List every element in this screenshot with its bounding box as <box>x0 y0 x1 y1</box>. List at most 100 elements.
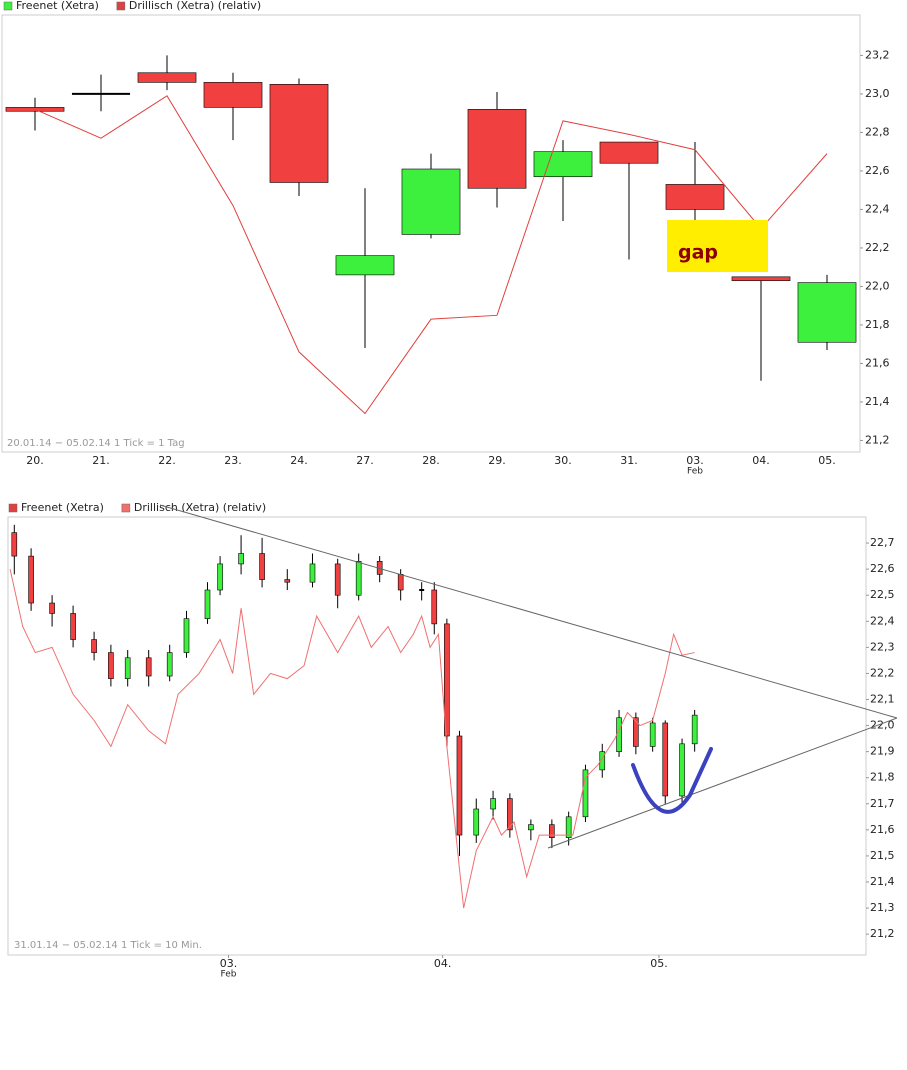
candle-body <box>473 808 480 836</box>
candle-body <box>797 282 857 343</box>
x-tick-label: 04. <box>752 454 770 467</box>
y-tick-label: 22,6 <box>865 164 890 177</box>
x-tick-label: 28. <box>422 454 440 467</box>
candle-body <box>204 589 211 619</box>
candle-body <box>91 639 97 653</box>
legend-swatch <box>8 503 18 513</box>
legend-label: Drillisch (Xetra) (relativ) <box>129 0 261 12</box>
candle-body <box>284 579 291 583</box>
candle-body <box>259 553 265 580</box>
x-tick-label: 20. <box>26 454 44 467</box>
y-tick-label: 23,0 <box>865 87 890 100</box>
candle-body <box>691 714 698 745</box>
candle-body <box>633 717 639 747</box>
candle-body <box>444 623 450 737</box>
candle-body <box>269 84 329 183</box>
candle-body <box>616 717 622 752</box>
x-tick-label: 03. <box>686 454 704 467</box>
y-tick-label: 23,2 <box>865 48 890 61</box>
candle-body <box>599 141 659 164</box>
u-shape-drawing <box>631 747 713 814</box>
x-tick-label: 24. <box>290 454 308 467</box>
y-tick-label: 22,3 <box>870 640 895 653</box>
x-tick-label: 21. <box>92 454 110 467</box>
x-tick-label: 27. <box>356 454 374 467</box>
candle-body <box>334 563 341 596</box>
plot-frame <box>7 516 867 956</box>
trend-line <box>159 504 898 719</box>
candle-body <box>217 563 223 591</box>
y-tick-label: 22,4 <box>865 202 890 215</box>
legend-label: Drillisch (Xetra) (relativ) <box>134 501 266 514</box>
candle-body <box>490 798 496 810</box>
candle-body <box>49 602 55 614</box>
candle-body <box>533 151 593 178</box>
legend-swatch <box>3 1 13 11</box>
y-tick-label: 21,9 <box>870 745 895 758</box>
x-sublabel: Feb <box>221 970 237 980</box>
footer: 31.01.14 − 05.02.14 1 Tick = 10 Min. <box>14 940 202 951</box>
x-tick-label: 22. <box>158 454 176 467</box>
candle-body <box>238 553 244 565</box>
y-tick-label: 21,4 <box>870 875 895 888</box>
candle-body <box>467 109 527 189</box>
legend-label: Freenet (Xetra) <box>16 0 99 12</box>
x-tick-label: 23. <box>224 454 242 467</box>
candle-body <box>28 555 34 604</box>
y-tick-label: 21,3 <box>870 901 895 914</box>
x-tick-label: 30. <box>554 454 572 467</box>
x-sublabel: Feb <box>687 467 703 477</box>
candle-body <box>183 618 190 653</box>
footer: 20.01.14 − 05.02.14 1 Tick = 1 Tag <box>7 438 185 449</box>
candle-body <box>309 563 316 583</box>
y-tick-label: 21,2 <box>865 433 890 446</box>
candle-body <box>335 255 395 276</box>
y-tick-label: 22,7 <box>870 536 895 549</box>
candle-body <box>124 657 131 679</box>
y-tick-label: 21,8 <box>865 318 890 331</box>
y-tick-label: 22,6 <box>870 562 895 575</box>
candle-body <box>11 532 18 557</box>
x-tick-label: 04. <box>434 957 452 970</box>
y-tick-label: 21,6 <box>865 356 890 369</box>
y-tick-label: 21,2 <box>870 927 895 940</box>
candle-body <box>203 82 263 108</box>
x-tick-label: 05. <box>818 454 836 467</box>
legend-swatch <box>116 1 126 11</box>
candle-body <box>166 652 173 677</box>
candle-body <box>108 652 114 679</box>
x-tick-label: 03. <box>220 957 238 970</box>
candle-body <box>662 722 669 797</box>
candle-body <box>549 824 555 838</box>
candle-body <box>355 561 362 596</box>
candle-body <box>582 769 589 818</box>
legend-label: Freenet (Xetra) <box>21 501 104 514</box>
candle-body <box>397 574 404 591</box>
candle-body <box>137 72 197 83</box>
candle-body <box>401 168 461 235</box>
candle-body <box>649 722 656 747</box>
candle-body <box>507 798 513 831</box>
y-tick-label: 22,8 <box>865 125 890 138</box>
x-tick-label: 29. <box>488 454 506 467</box>
candle-body <box>665 184 725 210</box>
candle-body <box>431 589 438 625</box>
candle-body <box>565 816 572 838</box>
y-tick-label: 22,0 <box>865 279 890 292</box>
candle-body <box>456 735 463 836</box>
y-tick-label: 21,5 <box>870 849 895 862</box>
candle-body <box>731 276 791 281</box>
trend-line <box>547 717 898 849</box>
gap-label: gap <box>678 242 718 264</box>
y-tick-label: 22,1 <box>870 693 895 706</box>
candle-body <box>679 743 685 797</box>
candle-body <box>70 613 76 640</box>
gap-highlight <box>667 220 768 272</box>
x-tick-label: 05. <box>650 957 668 970</box>
y-tick-label: 22,5 <box>870 588 895 601</box>
y-tick-label: 21,6 <box>870 823 895 836</box>
y-tick-label: 22,2 <box>865 241 890 254</box>
legend-swatch <box>121 503 131 513</box>
candle-body <box>599 751 606 771</box>
